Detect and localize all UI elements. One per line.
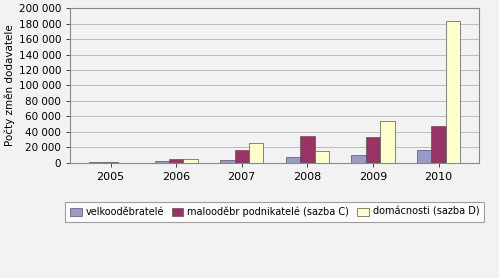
Bar — [169, 159, 183, 163]
Bar — [183, 159, 198, 163]
Bar — [417, 150, 431, 163]
Bar — [351, 155, 366, 163]
Bar — [235, 150, 249, 163]
Y-axis label: Počty změn dodavatele: Počty změn dodavatele — [4, 24, 14, 146]
Bar — [220, 160, 235, 163]
Bar — [314, 151, 329, 163]
Bar — [431, 126, 446, 163]
Bar — [249, 143, 263, 163]
Bar — [286, 157, 300, 163]
Bar — [446, 21, 460, 163]
Bar — [300, 136, 314, 163]
Bar — [103, 162, 118, 163]
Bar — [366, 137, 380, 163]
Bar — [89, 162, 103, 163]
Legend: velkooděbratelé, malooděbr podnikatelé (sazba C), domácnosti (sazba D): velkooděbratelé, malooděbr podnikatelé (… — [65, 202, 484, 222]
Bar — [380, 121, 395, 163]
Bar — [155, 161, 169, 163]
